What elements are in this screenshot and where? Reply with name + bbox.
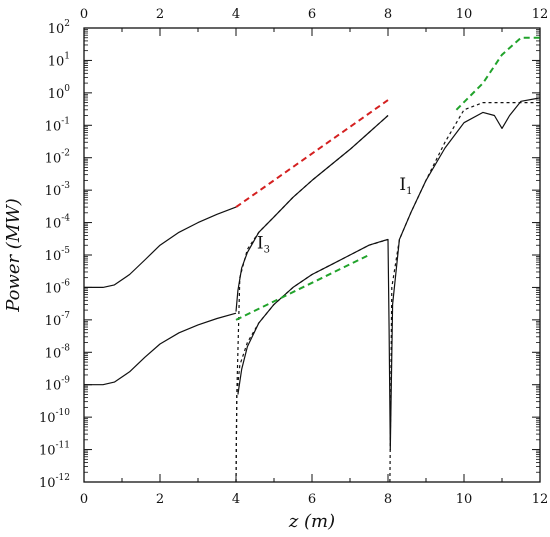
y-tick-label: 101 (48, 51, 70, 69)
y-tick-label: 10-9 (45, 376, 71, 394)
y-tick-label: 10-3 (45, 181, 71, 199)
axis-ticks (83, 27, 541, 483)
y-tick-label: 10-11 (39, 441, 70, 459)
y-tick-label: 10-6 (45, 278, 71, 296)
x-top-tick-label: 0 (80, 7, 88, 22)
x-top-tick-label: 2 (156, 7, 164, 22)
y-tick-label: 102 (48, 19, 70, 37)
curve-label-I3: I3 (257, 233, 270, 255)
y-tick-label: 10-8 (45, 343, 71, 361)
curves (84, 36, 541, 483)
y-tick-label: 10-12 (39, 473, 70, 491)
series-line-10 (455, 36, 540, 111)
x-tick-label: 6 (308, 492, 316, 507)
x-tick-label: 4 (232, 492, 240, 507)
y-tick-label: 10-7 (45, 311, 71, 329)
x-top-tick-label: 6 (308, 7, 316, 22)
series-line-1 (84, 206, 237, 288)
x-tick-label: 8 (384, 492, 392, 507)
y-tick-label: 10-2 (45, 149, 70, 167)
series-line-5 (235, 115, 389, 483)
y-tick-label: 10-4 (45, 214, 71, 232)
x-tick-label: 2 (156, 492, 164, 507)
x-top-tick-label: 8 (384, 7, 392, 22)
axis-tick-labels: 0 2 4 6 8 10 12 0 2 4 6 8 10 12 10-12 10-11 10-10 10-9 10-… (39, 7, 548, 507)
curve-annotations: I1 I3 (257, 175, 413, 255)
series-line-9 (235, 254, 370, 321)
x-tick-label: 12 (532, 492, 549, 507)
x-tick-label: 10 (456, 492, 473, 507)
series-line-8 (235, 99, 389, 208)
y-tick-label: 10-10 (39, 408, 70, 426)
y-axis-title: Power (MW) (3, 198, 24, 313)
x-top-tick-label: 12 (532, 7, 549, 22)
y-tick-label: 100 (48, 84, 71, 102)
series-line-3 (84, 312, 237, 386)
y-tick-label: 10-1 (45, 116, 70, 134)
series-line-4 (237, 97, 541, 451)
x-top-tick-label: 10 (456, 7, 473, 22)
x-top-tick-label: 4 (232, 7, 240, 22)
plot-frame (83, 27, 541, 483)
x-tick-label: 0 (80, 492, 88, 507)
series-line-7 (389, 102, 540, 483)
curve-label-I1: I1 (399, 175, 412, 197)
x-axis-title: z (m) (288, 511, 335, 532)
series-line-6 (235, 238, 389, 483)
y-tick-label: 10-5 (45, 246, 71, 264)
